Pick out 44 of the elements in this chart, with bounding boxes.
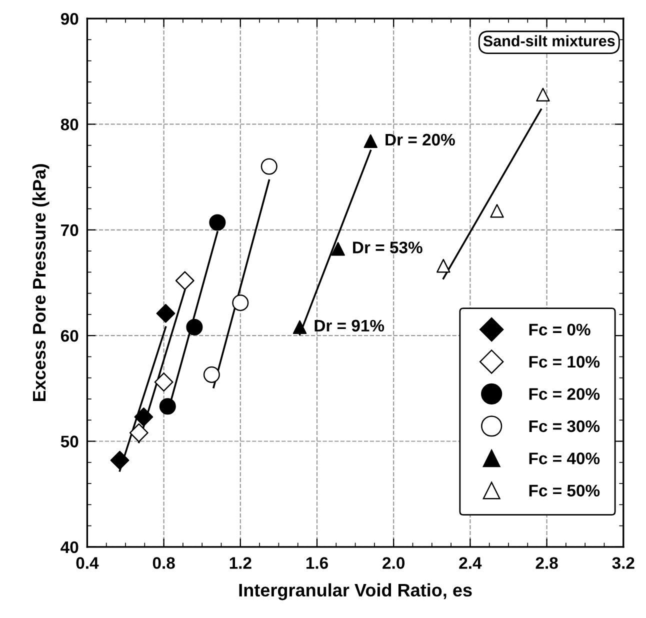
point xyxy=(203,366,220,383)
x-axis-title: Intergranular Void Ratio, es xyxy=(239,583,472,600)
annotation: Dr = 53% xyxy=(353,242,422,254)
y-tick-label: 90 xyxy=(60,12,78,25)
annotation: Dr = 20% xyxy=(386,134,455,146)
x-tick-label: 2.0 xyxy=(382,557,404,569)
x-tick-label: 1.2 xyxy=(230,557,252,569)
legend-label: Fc = 20% xyxy=(529,388,600,400)
point xyxy=(129,423,148,442)
x-tick-label: 0.8 xyxy=(152,557,175,569)
point xyxy=(154,372,174,392)
x-tick-label: 0.4 xyxy=(76,557,99,569)
point xyxy=(186,318,203,336)
y-tick-label: 60 xyxy=(60,330,78,342)
point xyxy=(209,214,226,231)
point xyxy=(331,242,345,256)
point xyxy=(232,294,249,312)
point xyxy=(436,258,450,273)
point xyxy=(156,304,176,323)
point xyxy=(490,204,504,218)
legend-label: Fc = 0% xyxy=(529,324,590,336)
annotation: Sand-silt mixtures xyxy=(483,35,615,46)
point xyxy=(536,88,550,102)
legend-label: Fc = 40% xyxy=(529,452,600,464)
point xyxy=(175,271,194,290)
point xyxy=(292,320,307,334)
point xyxy=(134,407,154,426)
y-tick-label: 40 xyxy=(60,541,78,554)
annotation: Dr = 91% xyxy=(314,320,384,332)
point xyxy=(260,158,278,175)
point xyxy=(110,450,130,470)
y-axis-title: Excess Pore Pressure (kPa) xyxy=(32,164,50,401)
y-tick-label: 50 xyxy=(60,436,78,448)
x-tick-label: 1.6 xyxy=(306,557,328,569)
legend-label: Fc = 50% xyxy=(529,484,600,497)
legend-label: Fc = 10% xyxy=(529,356,600,368)
x-tick-label: 2.8 xyxy=(536,557,558,569)
y-tick-label: 70 xyxy=(61,224,78,236)
legend-label: Fc = 30% xyxy=(529,420,600,432)
x-tick-label: 3.2 xyxy=(612,557,634,569)
x-tick-label: 2.4 xyxy=(459,557,482,569)
point xyxy=(159,398,176,415)
point xyxy=(364,134,378,148)
y-tick-label: 80 xyxy=(60,118,78,130)
